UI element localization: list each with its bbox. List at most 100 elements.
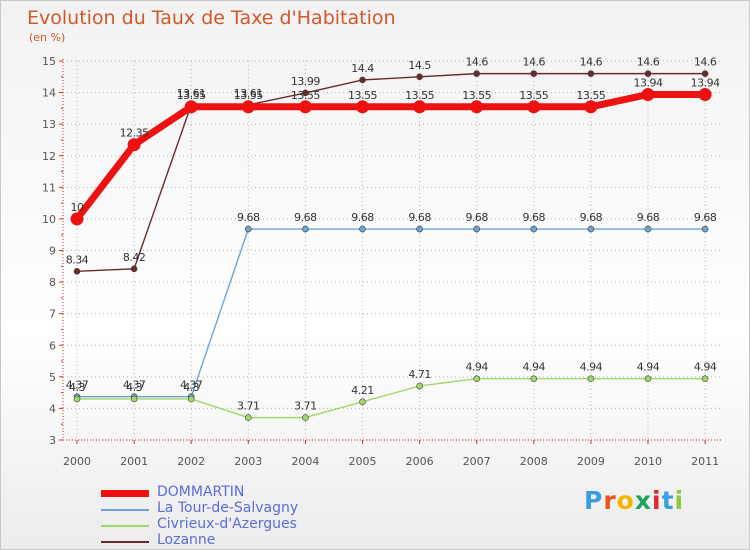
legend-item-lozanne: Lozanne bbox=[101, 532, 361, 549]
data-label: 9.68 bbox=[694, 211, 717, 224]
data-label: 4.94 bbox=[580, 361, 603, 374]
data-point bbox=[644, 225, 652, 233]
legend: DOMMARTIN La Tour-de-Salvagny Civrieux-d… bbox=[101, 484, 361, 549]
data-point bbox=[701, 225, 709, 233]
data-label: 13.61 bbox=[234, 87, 263, 100]
data-label: 13.55 bbox=[177, 89, 206, 102]
legend-label-la-tour-de-salvagny: La Tour-de-Salvagny bbox=[157, 500, 299, 516]
series-line-0 bbox=[73, 90, 709, 223]
y-tick-label: 8 bbox=[49, 276, 56, 289]
data-point bbox=[530, 70, 538, 77]
grid bbox=[63, 60, 721, 441]
data-point bbox=[644, 70, 652, 77]
data-label: 4.37 bbox=[123, 379, 146, 392]
x-tick-label: 2010 bbox=[634, 455, 662, 468]
legend-item-dommartin: DOMMARTIN bbox=[101, 484, 361, 501]
data-point bbox=[298, 100, 312, 114]
data-label: 3.71 bbox=[237, 400, 260, 413]
x-tick-label: 2007 bbox=[463, 455, 491, 468]
data-point bbox=[530, 225, 538, 233]
data-point bbox=[698, 87, 712, 101]
data-label: 9.68 bbox=[351, 211, 374, 224]
logo-letter: P bbox=[584, 486, 604, 515]
data-label: 4.21 bbox=[351, 384, 374, 397]
data-label: 10 bbox=[71, 201, 84, 214]
data-point bbox=[587, 70, 595, 77]
y-tick-label: 9 bbox=[49, 245, 56, 258]
data-label: 12.35 bbox=[120, 127, 149, 140]
data-label: 4.71 bbox=[408, 368, 431, 381]
data-point bbox=[130, 265, 138, 273]
x-tick-label: 2005 bbox=[349, 455, 377, 468]
data-label: 13.55 bbox=[291, 89, 320, 102]
data-label: 9.68 bbox=[408, 211, 431, 224]
data-point bbox=[302, 89, 309, 97]
data-label: 4.3 bbox=[126, 381, 142, 394]
y-tick-label: 5 bbox=[49, 371, 56, 384]
data-point bbox=[130, 395, 138, 403]
data-point bbox=[473, 375, 481, 383]
data-label: 4.94 bbox=[523, 361, 546, 374]
data-label: 9.68 bbox=[294, 211, 317, 224]
data-point bbox=[416, 225, 423, 233]
data-label: 4.37 bbox=[180, 379, 203, 392]
x-tick-label: 2011 bbox=[691, 455, 719, 468]
data-label: 13.55 bbox=[462, 89, 491, 102]
data-point bbox=[187, 395, 195, 403]
y-tick-label: 3 bbox=[49, 434, 56, 447]
x-tick-label: 2004 bbox=[291, 455, 319, 468]
y-tick-label: 7 bbox=[49, 308, 56, 321]
data-label: 4.37 bbox=[66, 379, 89, 392]
data-label: 9.68 bbox=[637, 211, 660, 224]
legend-swatch-la-tour-de-salvagny bbox=[101, 509, 149, 511]
data-point bbox=[302, 225, 309, 233]
data-label: 8.42 bbox=[123, 251, 146, 264]
data-point bbox=[70, 212, 84, 226]
y-tick-label: 4 bbox=[49, 402, 56, 415]
legend-swatch-lozanne bbox=[101, 541, 149, 543]
legend-label-dommartin: DOMMARTIN bbox=[157, 484, 245, 500]
y-tick-label: 6 bbox=[49, 339, 56, 352]
data-point bbox=[587, 375, 595, 383]
data-point bbox=[73, 395, 81, 403]
x-tick-label: 2001 bbox=[120, 455, 148, 468]
x-tick-label: 2008 bbox=[520, 455, 548, 468]
y-tick-label: 10 bbox=[42, 213, 56, 226]
data-point bbox=[413, 100, 427, 114]
data-point bbox=[701, 70, 709, 77]
y-tick-label: 12 bbox=[42, 150, 56, 163]
data-label: 4.94 bbox=[694, 361, 717, 374]
data-point bbox=[701, 375, 709, 383]
data-point bbox=[184, 100, 198, 114]
data-label: 13.94 bbox=[691, 76, 720, 89]
chart-title: Evolution du Taux de Taxe d'Habitation bbox=[27, 7, 396, 29]
data-label: 14.6 bbox=[465, 56, 488, 69]
data-point bbox=[302, 414, 309, 421]
data-label: 13.55 bbox=[576, 89, 605, 102]
data-point bbox=[245, 414, 252, 421]
data-point bbox=[644, 375, 652, 383]
series-line-3 bbox=[76, 72, 706, 273]
data-point bbox=[530, 375, 538, 383]
data-label: 13.55 bbox=[234, 89, 263, 102]
data-label: 8.34 bbox=[66, 253, 89, 266]
data-point bbox=[359, 76, 366, 84]
data-label: 4.3 bbox=[69, 381, 85, 394]
data-label: 14.6 bbox=[637, 56, 660, 69]
axes: 3 4 5 6 7 8 9 10 11 12 13 14 15 2000 2001 2002 2003 2004 2… bbox=[42, 55, 721, 468]
series-line-1 bbox=[76, 228, 706, 398]
y-tick-label: 15 bbox=[42, 55, 56, 68]
logo-letter: o bbox=[616, 486, 635, 515]
data-label: 4.94 bbox=[637, 361, 660, 374]
data-point bbox=[359, 225, 366, 233]
data-label: 4.3 bbox=[183, 381, 199, 394]
proxiti-logo: Proxiti bbox=[584, 486, 684, 515]
data-label: 9.68 bbox=[237, 211, 260, 224]
data-label: 13.55 bbox=[405, 89, 434, 102]
data-point bbox=[473, 70, 481, 77]
data-label: 9.68 bbox=[523, 211, 546, 224]
data-label: 13.61 bbox=[177, 87, 206, 100]
